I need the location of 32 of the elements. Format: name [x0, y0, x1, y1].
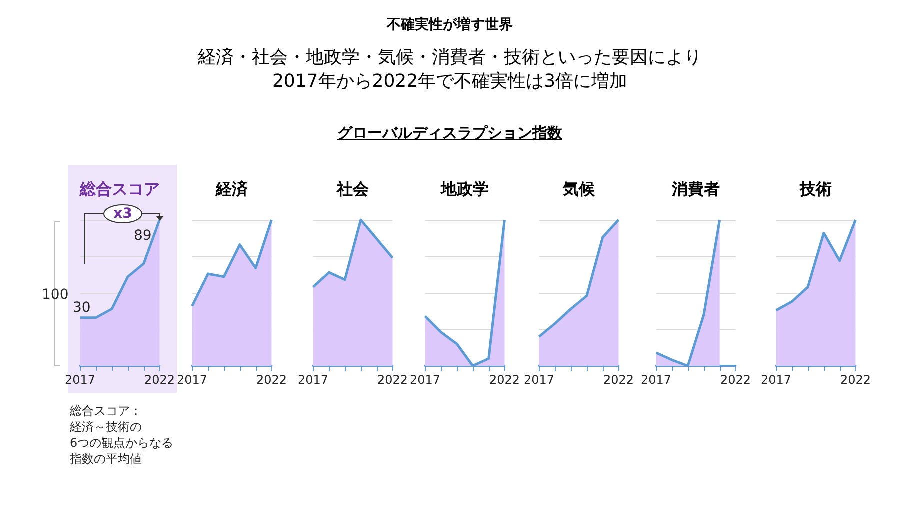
- chart-title: 地政学: [440, 180, 489, 198]
- x-tick-label: 2017: [410, 373, 441, 387]
- chart-title: 社会: [336, 180, 370, 198]
- x-tick-label: 2017: [640, 373, 672, 387]
- chart-title: 気候: [562, 180, 596, 198]
- x-tick-label: 2017: [176, 373, 208, 387]
- annotation: 30: [73, 300, 91, 316]
- x-tick-label: 2022: [256, 373, 288, 387]
- text: 不確実性が増す世界: [386, 16, 514, 34]
- x-tick-label: 2017: [64, 373, 96, 387]
- text: 6つの観点からなる: [70, 435, 174, 451]
- x-tick-label: 2022: [720, 373, 752, 387]
- x-tick-label: 2022: [840, 373, 872, 387]
- chart-title: 技術: [799, 180, 832, 198]
- text: 経済・社会・地政学・気候・消費者・技術といった要因により 2017年から2022年で不確実性は3倍に増加: [197, 46, 703, 94]
- x-tick-label: 2022: [603, 373, 634, 387]
- annotation: 89: [134, 228, 152, 244]
- chart-title: 経済: [215, 180, 249, 198]
- x-tick-label: 2022: [489, 373, 520, 387]
- text: 経済～技術の: [70, 419, 142, 435]
- text: 指数の平均値: [70, 451, 142, 467]
- x-tick-label: 2022: [377, 373, 408, 387]
- text: グローバルディスラプション指数: [338, 124, 562, 142]
- x-tick-label: 2017: [524, 373, 555, 387]
- x-tick-label: 2017: [298, 373, 329, 387]
- text: 総合スコア：: [70, 403, 142, 419]
- chart-title: 消費者: [671, 180, 720, 198]
- chart-title: 総合スコア: [79, 180, 160, 198]
- text: 100: [42, 287, 69, 303]
- x-tick-label: 2022: [144, 373, 176, 387]
- annotation: x3: [112, 205, 134, 223]
- x-tick-label: 2017: [760, 373, 792, 387]
